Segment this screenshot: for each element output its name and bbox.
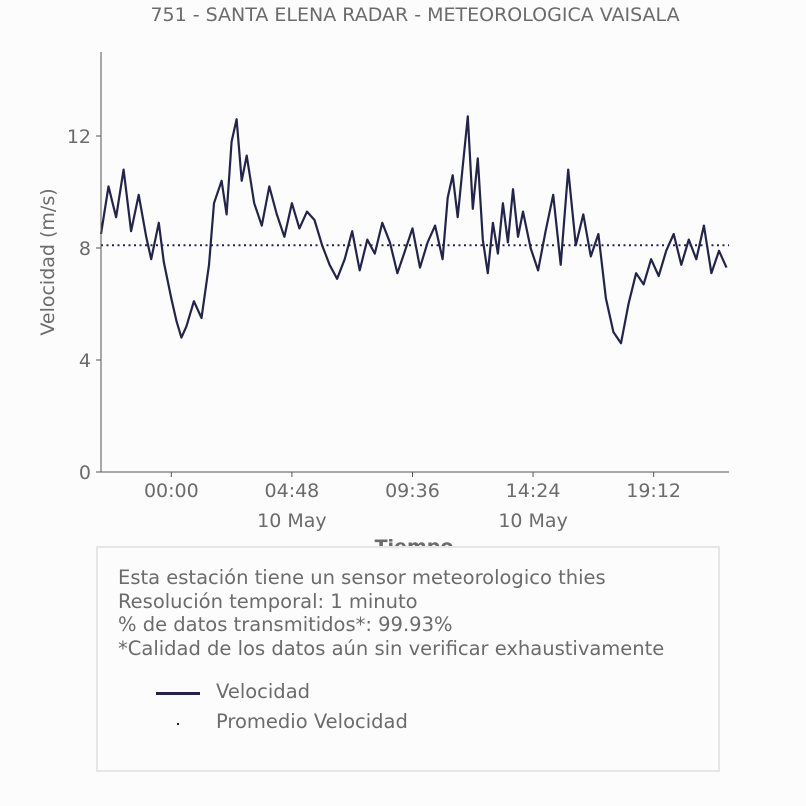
y-axis-label: Velocidad (m/s) [37,188,59,335]
y-tick-label: 8 [79,238,91,260]
legend-label-velocidad: Velocidad [216,680,311,703]
x-tick-date-label: 10 May [498,510,568,532]
x-tick-label: 09:36 [385,480,440,502]
info-text: Esta estación tiene un sensor meteorolog… [118,566,664,660]
info-line-transmitted: % de datos transmitidos*: 99.93% [118,613,453,636]
x-tick-label: 04:48 [265,480,320,502]
y-tick-label: 0 [79,462,91,484]
x-tick-label: 00:00 [144,480,199,502]
info-box: Esta estación tiene un sensor meteorolog… [96,546,720,772]
y-tick-label: 12 [67,126,91,148]
info-line-sensor: Esta estación tiene un sensor meteorolog… [118,566,606,589]
chart-title: 751 - SANTA ELENA RADAR - METEOROLOGICA … [150,4,679,26]
x-tick-label: 19:12 [626,480,681,502]
y-ticks: 0 4 8 12 [67,126,101,484]
legend-swatch-line [156,692,200,695]
plot-area [99,115,729,345]
chart: 751 - SANTA ELENA RADAR - METEOROLOGICA … [37,4,729,558]
legend-swatch-dot [177,723,179,725]
series-velocidad-line [99,115,728,345]
info-line-quality: *Calidad de los datos aún sin verificar … [118,636,665,660]
x-tick-label: 14:24 [506,480,561,502]
info-line-resolution: Resolución temporal: 1 minuto [118,589,418,613]
x-tick-date-label: 10 May [257,510,327,532]
x-ticks: 00:00 04:48 10 May 09:36 14:24 10 May 19:12 [144,472,681,532]
y-tick-label: 4 [79,350,91,372]
legend-label-promedio: Promedio Velocidad [216,710,408,733]
